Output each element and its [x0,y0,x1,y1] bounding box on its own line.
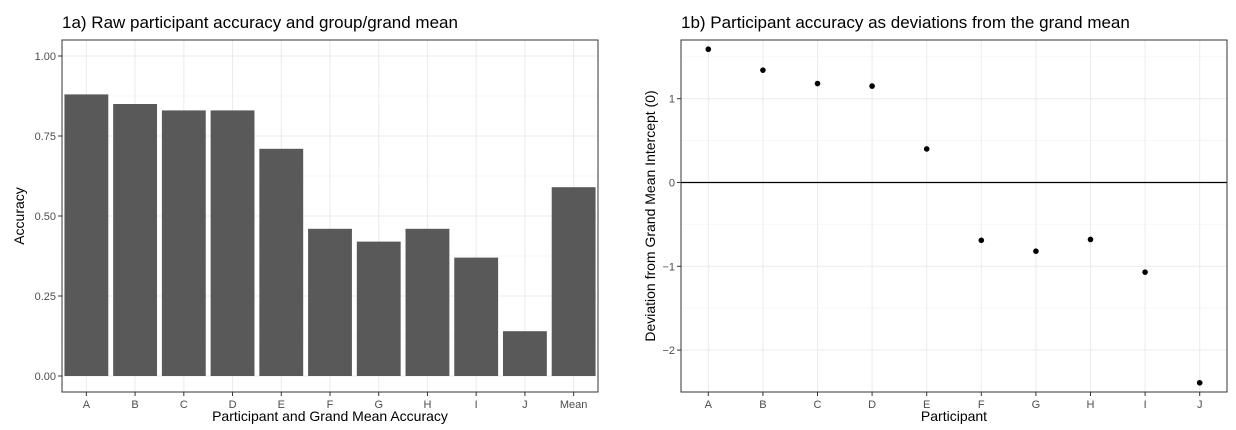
y-tick-label: 0.00 [35,371,56,383]
x-tick-label: G [1032,399,1041,411]
x-tick-label: E [278,399,285,411]
bar-F [308,228,352,376]
x-tick-label: B [131,399,138,411]
bar-E [259,148,304,376]
chart-1b-title: 1b) Participant accuracy as deviations f… [681,13,1130,32]
chart-1b-panel-border [680,39,1228,393]
point-F [978,237,985,244]
chart-1b-x-axis-title: Participant [921,408,987,424]
x-tick-label: A [83,399,91,411]
chart-1b-x-axis: A B C D E F G H I J [705,392,1203,411]
y-tick-label: 0.75 [35,131,56,143]
x-tick-label: I [475,399,478,411]
bar-I [454,257,499,376]
chart-1b: 1b) Participant accuracy as deviations f… [642,13,1228,424]
x-tick-label: H [423,399,431,411]
bar-H [405,228,450,376]
chart-1a-x-axis: A B C D E F G H I J Mean [83,392,588,411]
bar-G [356,241,401,376]
y-tick-label: 0.50 [35,211,56,223]
y-tick-label: 0.25 [35,291,56,303]
point-A [705,46,712,53]
x-tick-label: J [522,399,528,411]
chart-1a: 1a) Raw participant accuracy and group/g… [11,13,599,424]
point-C [814,80,821,87]
chart-1a-y-axis: 0.00 0.25 0.50 0.75 1.00 [35,51,62,383]
x-tick-label: C [180,399,188,411]
x-tick-label: C [814,399,822,411]
bar-J [502,331,547,376]
x-tick-label: E [923,399,930,411]
point-H [1087,236,1094,243]
y-tick-label: −1 [662,261,675,273]
point-D [869,83,875,89]
point-I [1142,269,1148,275]
x-tick-label: J [1197,399,1203,411]
chart-1b-y-axis: −2 −1 0 1 [662,94,681,357]
y-tick-label: 1.00 [35,51,56,63]
x-tick-label: I [1144,399,1147,411]
chart-1b-major-grid [681,40,1227,392]
bar-D [210,110,255,377]
chart-1b-minor-grid [681,56,1227,309]
x-tick-label: H [1087,399,1095,411]
x-tick-label: F [978,399,985,411]
chart-1a-title: 1a) Raw participant accuracy and group/g… [62,13,458,32]
y-tick-label: 0 [669,177,675,189]
x-tick-label: A [705,399,713,411]
bar-A [64,94,109,377]
chart-1a-y-axis-title: Accuracy [11,187,27,245]
y-tick-label: 1 [669,94,675,106]
point-E [923,146,930,152]
y-tick-label: −2 [662,345,675,357]
chart-1b-points [705,46,1203,386]
x-tick-label: D [229,399,237,411]
x-tick-label: D [868,399,876,411]
chart-1b-y-axis-title: Deviation from Grand Mean Intercept (0) [642,90,658,341]
bar-Mean [551,187,596,376]
chart-1a-bars [64,94,596,377]
chart-1a-x-axis-title: Participant and Grand Mean Accuracy [212,408,448,424]
bar-B [113,104,158,376]
bar-C [161,110,206,377]
point-J [1196,379,1203,386]
point-B [760,67,766,73]
x-tick-label: G [374,399,383,411]
x-tick-label: F [327,399,334,411]
point-G [1033,248,1039,254]
x-tick-label: Mean [560,399,588,411]
x-tick-label: B [759,399,766,411]
